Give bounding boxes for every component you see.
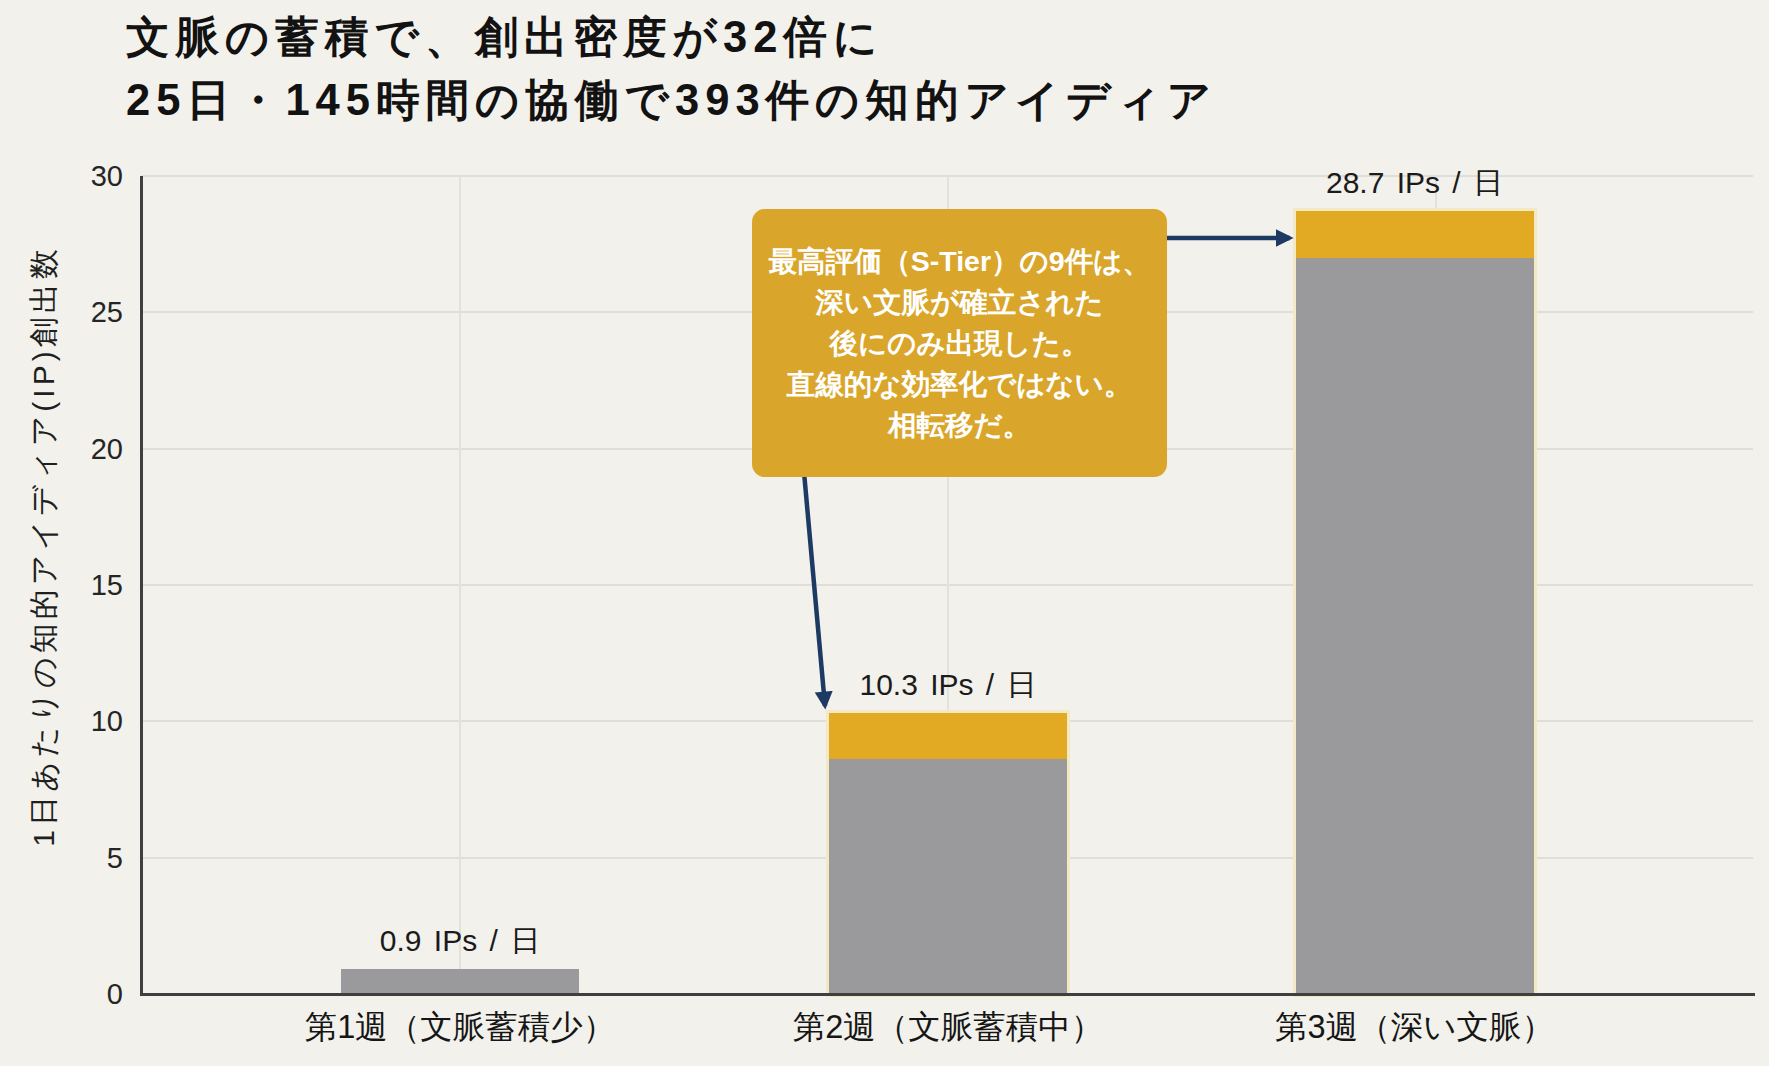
callout-line: 相転移だ。 [752, 405, 1167, 446]
y-tick-label: 0 [13, 977, 123, 1011]
y-tick-label: 25 [13, 295, 123, 329]
gridline-v [459, 176, 461, 994]
x-axis-spine [140, 993, 1755, 996]
bar-2 [829, 713, 1067, 994]
plot-area: 0 5 10 15 20 25 30 0.9 IPs / 日第1週（文脈蓄積少） 10.3 IP… [0, 0, 1769, 1066]
y-tick-label: 10 [13, 704, 123, 738]
annotation-callout: 最高評価（S-Tier）の9件は、 深い文脈が確立された 後にのみ出現した。 直… [752, 209, 1167, 477]
bar-3 [1296, 211, 1534, 994]
callout-line: 後にのみ出現した。 [752, 323, 1167, 364]
y-tick-label: 30 [13, 159, 123, 193]
bar-value-label: 10.3 IPs / 日 [748, 668, 1148, 702]
bar-3-stier-cap [1296, 211, 1534, 257]
bar-value-label: 28.7 IPs / 日 [1215, 166, 1615, 200]
callout-line: 直線的な効率化ではない。 [752, 364, 1167, 405]
y-tick-label: 5 [13, 841, 123, 875]
x-tick-label: 第2週（文脈蓄積中） [688, 1006, 1208, 1048]
callout-line: 最高評価（S-Tier）の9件は、 [752, 241, 1167, 282]
y-tick-label: 20 [13, 432, 123, 466]
x-tick-label: 第1週（文脈蓄積少） [200, 1006, 720, 1048]
callout-line: 深い文脈が確立された [752, 282, 1167, 323]
bar-1 [341, 969, 579, 994]
x-tick-label: 第3週（深い文脈） [1155, 1006, 1675, 1048]
bar-2-stier-cap [829, 713, 1067, 759]
y-tick-label: 15 [13, 568, 123, 602]
bar-value-label: 0.9 IPs / 日 [260, 924, 660, 958]
y-axis-spine [140, 176, 143, 994]
